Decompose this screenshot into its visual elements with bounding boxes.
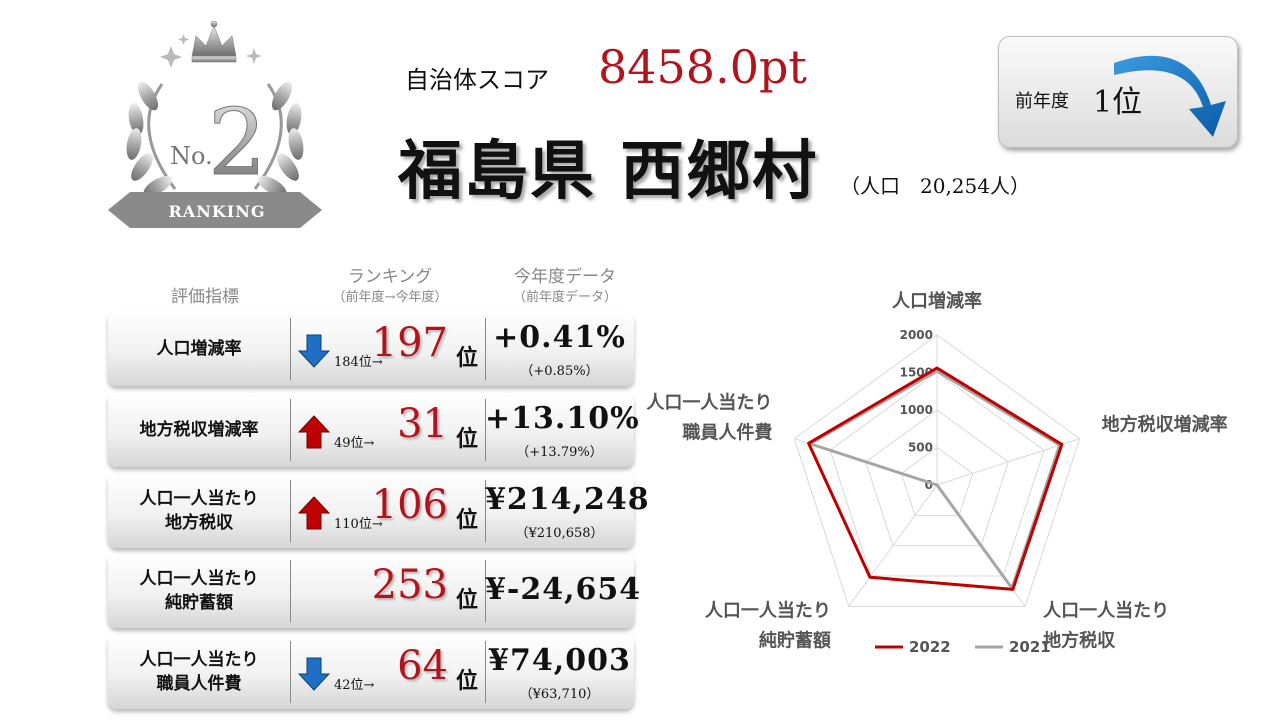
row-label-line: 地方税収増減率	[139, 420, 259, 440]
laurel-icon	[126, 81, 304, 197]
current-value: +13.10%	[485, 401, 640, 436]
current-rank: 106	[371, 482, 448, 528]
rank-unit: 位	[456, 668, 479, 694]
tick-label: 500	[908, 441, 933, 455]
up-arrow-icon	[298, 496, 330, 530]
badge-number: 2	[208, 89, 267, 196]
grid-spoke	[848, 484, 938, 607]
row-label: 人口一人当たり 地方税収	[108, 474, 290, 548]
axis-label: 純貯蓄額	[759, 629, 831, 651]
row-label-line: 人口一人当たり	[139, 569, 259, 589]
row-label-line: 職員人件費	[156, 674, 242, 694]
current-rank: 64	[397, 643, 448, 689]
previous-rank-box: 前年度 1位	[998, 36, 1238, 148]
row-label-line: 人口一人当たり	[139, 489, 259, 509]
crown-icon	[191, 20, 237, 63]
header-data-sub: （前年度データ）	[512, 290, 617, 305]
previous-rank-value: 1位	[1093, 85, 1143, 120]
grid-ring	[793, 334, 1081, 607]
axis-label: 地方税収	[1043, 629, 1116, 651]
tick-label: 1000	[900, 403, 933, 417]
axis-label: 人口一人当たり	[705, 599, 831, 621]
axis-label: 人口一人当たり	[646, 392, 772, 414]
header-indicator: 評価指標	[171, 287, 239, 307]
down-arrow-icon	[298, 657, 330, 691]
previous-value: （+0.85%）	[520, 364, 599, 379]
current-value: ¥-24,654	[485, 572, 642, 607]
current-rank: 253	[371, 562, 448, 608]
axis-label: 人口一人当たり	[1043, 599, 1169, 621]
table-row: 人口増減率 184位→ 197 位 +0.41% （+0.85%）	[108, 312, 634, 386]
current-rank: 197	[371, 320, 448, 366]
row-label-line: 地方税収	[165, 513, 233, 533]
current-rank: 31	[397, 401, 448, 447]
axis-label: 職員人件費	[682, 422, 772, 444]
previous-rank: 49位→	[334, 436, 375, 451]
down-arrow-icon	[298, 334, 330, 368]
population-text: （人口 20,254人）	[840, 174, 1030, 198]
row-label: 人口一人当たり 職員人件費	[108, 635, 290, 709]
row-label: 地方税収増減率	[108, 393, 290, 467]
rank-unit: 位	[456, 587, 479, 613]
header-ranking-sub: （前年度→今年度）	[332, 290, 448, 305]
tick-label: 2000	[900, 328, 933, 342]
page-title: 福島県 西郷村	[398, 134, 819, 209]
grid-ring	[829, 371, 1045, 577]
axis-label: 人口増減率	[892, 290, 982, 312]
up-arrow-icon	[298, 415, 330, 449]
previous-rank: 184位→	[334, 355, 383, 370]
rank-unit: 位	[456, 345, 479, 371]
radar-labels: 人口増減率地方税収増減率人口一人当たり地方税収人口一人当たり純貯蓄額人口一人当た…	[646, 290, 1227, 651]
current-value: ¥74,003	[488, 643, 631, 678]
table-row: 地方税収増減率 49位→ 31 位 +13.10% （+13.79%）	[108, 393, 640, 467]
header-ranking: ランキング	[347, 267, 433, 287]
rank-unit: 位	[456, 426, 479, 452]
series-line-2022	[807, 366, 1064, 591]
previous-rank: 42位→	[334, 678, 375, 693]
badge-ribbon	[108, 192, 322, 228]
row-label: 人口一人当たり 純貯蓄額	[108, 554, 290, 628]
current-value: ¥214,248	[485, 482, 650, 517]
badge-prefix: No.	[170, 142, 213, 170]
previous-rank-label: 前年度	[1015, 91, 1069, 112]
previous-value: （¥210,658）	[515, 526, 604, 541]
series-line-2021	[808, 369, 1062, 590]
grid-ring	[865, 409, 1009, 547]
legend-label: 2021	[1009, 638, 1051, 656]
table-row: 人口一人当たり 職員人件費 42位→ 64 位 ¥74,003 （¥63,710…	[108, 635, 634, 709]
header-data: 今年度データ	[514, 267, 616, 287]
row-label-line: 人口増減率	[156, 339, 242, 359]
previous-rank: 110位→	[334, 517, 383, 532]
previous-value: （¥63,710）	[519, 687, 600, 702]
row-label-line: 人口一人当たり	[139, 650, 259, 670]
ranking-badge: No. 2 RANKING	[108, 20, 322, 228]
score-value: 8458.0pt	[598, 40, 807, 94]
grid-ring	[900, 446, 974, 516]
tick-label: 0	[925, 478, 933, 492]
legend: 2022 2021	[875, 638, 1051, 656]
row-label: 人口増減率	[108, 312, 290, 386]
score-label: 自治体スコア	[405, 66, 549, 94]
row-label-line: 純貯蓄額	[165, 593, 233, 613]
rank-unit: 位	[456, 507, 479, 533]
curved-arrow-icon	[1114, 55, 1226, 137]
sparkle-icon	[160, 34, 262, 68]
radar-series-group	[807, 366, 1064, 591]
table-row: 人口一人当たり 純貯蓄額 253 位 ¥-24,654	[108, 554, 642, 628]
current-value: +0.41%	[493, 320, 626, 355]
table-row: 人口一人当たり 地方税収 110位→ 106 位 ¥214,248 （¥210,…	[108, 474, 650, 548]
axis-label: 地方税収増減率	[1102, 414, 1228, 436]
grid-spoke	[936, 438, 1080, 486]
previous-value: （+13.79%）	[516, 445, 603, 460]
badge-ribbon-label: RANKING	[168, 202, 265, 221]
legend-label: 2022	[909, 638, 951, 656]
